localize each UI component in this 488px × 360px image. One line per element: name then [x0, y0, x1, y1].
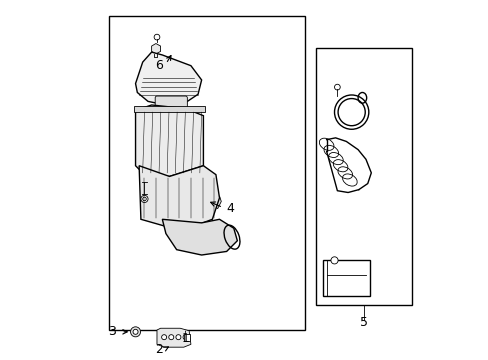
- Text: 5: 5: [360, 316, 367, 329]
- Text: 6: 6: [155, 59, 163, 72]
- Text: 4: 4: [226, 202, 234, 215]
- Circle shape: [162, 335, 166, 340]
- Polygon shape: [214, 196, 221, 208]
- Circle shape: [330, 257, 337, 264]
- Circle shape: [183, 335, 188, 340]
- Bar: [134, 106, 205, 112]
- Bar: [108, 16, 305, 330]
- Polygon shape: [151, 44, 160, 54]
- Polygon shape: [135, 52, 201, 105]
- Text: 3: 3: [108, 325, 116, 338]
- Polygon shape: [139, 166, 219, 226]
- Bar: [315, 48, 411, 305]
- Circle shape: [168, 335, 173, 340]
- Circle shape: [141, 195, 148, 203]
- Bar: [183, 334, 190, 341]
- Polygon shape: [157, 328, 190, 347]
- FancyBboxPatch shape: [155, 96, 187, 112]
- Polygon shape: [162, 219, 237, 255]
- Polygon shape: [135, 105, 203, 176]
- Circle shape: [130, 327, 140, 337]
- Text: 1: 1: [181, 333, 189, 346]
- Circle shape: [334, 84, 340, 90]
- Text: 2: 2: [155, 343, 163, 356]
- Circle shape: [133, 329, 138, 334]
- Bar: [323, 260, 369, 296]
- Circle shape: [154, 34, 160, 40]
- Circle shape: [176, 335, 181, 340]
- Circle shape: [142, 197, 146, 201]
